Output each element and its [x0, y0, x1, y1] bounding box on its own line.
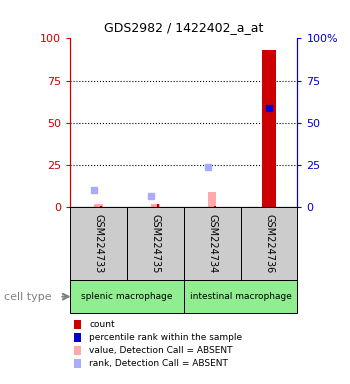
Text: count: count — [89, 320, 115, 329]
Title: GDS2982 / 1422402_a_at: GDS2982 / 1422402_a_at — [104, 22, 264, 35]
Text: GSM224734: GSM224734 — [207, 214, 217, 273]
Bar — [214, 206, 216, 207]
Text: value, Detection Call = ABSENT: value, Detection Call = ABSENT — [89, 346, 233, 355]
Bar — [94, 204, 103, 207]
Text: intestinal macrophage: intestinal macrophage — [190, 292, 292, 301]
Bar — [240, 207, 298, 280]
Bar — [208, 192, 216, 207]
Text: GSM224735: GSM224735 — [150, 214, 160, 273]
Bar — [262, 50, 276, 207]
Text: GSM224736: GSM224736 — [264, 214, 274, 273]
Bar — [100, 206, 103, 207]
Bar — [70, 207, 127, 280]
Text: rank, Detection Call = ABSENT: rank, Detection Call = ABSENT — [89, 359, 228, 368]
Bar — [151, 204, 160, 207]
Bar — [127, 207, 184, 280]
Text: GSM224733: GSM224733 — [93, 214, 104, 273]
Bar — [70, 280, 184, 313]
Bar — [184, 280, 298, 313]
Bar — [157, 204, 159, 207]
Text: percentile rank within the sample: percentile rank within the sample — [89, 333, 242, 342]
Bar — [184, 207, 240, 280]
Text: splenic macrophage: splenic macrophage — [81, 292, 173, 301]
Text: cell type: cell type — [4, 291, 51, 302]
